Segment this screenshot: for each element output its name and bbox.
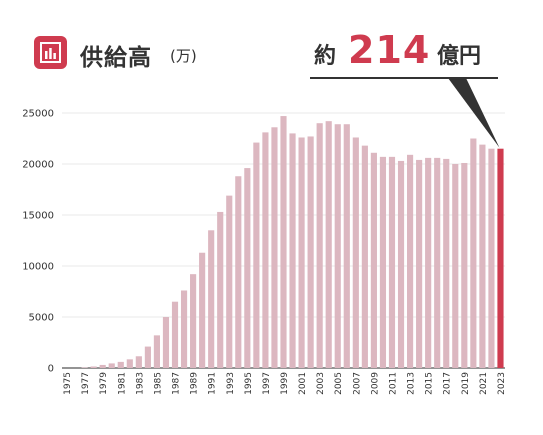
x-tick-label: 2009 [370,372,380,395]
callout-suffix: 億円 [437,44,482,69]
bar-2006 [343,124,350,368]
x-tick-label: 2021 [479,372,489,395]
bar-1979 [99,364,106,368]
x-tick-label: 1975 [63,372,73,395]
x-tick-label: 2013 [407,372,417,395]
bar-1993 [226,195,233,368]
x-tick-label: 1997 [262,372,272,395]
bar-1997 [262,132,269,368]
bar-2018 [452,164,459,368]
bar-1994 [235,176,242,368]
bar-1982 [126,359,133,368]
bar-2019 [461,162,468,368]
bar-1990 [199,252,206,368]
bar-2001 [298,137,305,368]
x-axis-ticks: 1975 1977 1979 1981 1983 1985 1987 1989 1991 1993… [63,372,507,395]
bar-2003 [316,123,323,368]
x-tick-label: 2007 [352,372,362,395]
x-tick-label: 1991 [208,372,218,395]
chart-title: 供給高 [80,45,152,71]
bar-2009 [370,152,377,368]
unit-label: (万) [170,47,197,65]
bar-1998 [271,127,278,368]
callout-underline [310,77,498,79]
x-tick-label: 2017 [443,372,453,395]
bar-2011 [388,156,396,368]
y-tick-label: 5000 [29,313,54,324]
x-tick-label: 1989 [190,372,200,395]
bar-series [81,116,504,368]
x-tick-label: 1977 [81,372,91,395]
bar-1978 [90,366,97,368]
bar-2012 [397,160,405,368]
x-tick-label: 1983 [135,372,145,395]
callout-pointer [448,78,500,148]
bar-1988 [180,290,188,368]
total-callout: 約 214 億円 [310,28,500,76]
x-tick-label: 1987 [172,372,182,395]
bar-1977 [81,367,88,368]
bar-2014 [416,159,423,368]
x-tick-label: 1981 [117,372,127,395]
bar-2021 [479,144,486,368]
bar-2022 [488,148,495,368]
bar-2010 [379,156,387,368]
bar-1989 [190,274,197,368]
bar-2005 [334,124,341,368]
x-tick-label: 2001 [298,372,308,395]
bar-2002 [307,136,314,368]
x-tick-label: 2019 [461,372,471,395]
bar-1991 [208,230,215,368]
bar-1999 [280,116,287,368]
bar-1992 [217,211,224,368]
bar-2023 [497,148,504,368]
bar-2007 [352,137,359,368]
x-tick-label: 2015 [425,372,435,395]
x-tick-label: 1999 [280,372,290,395]
bar-1995 [244,168,251,368]
x-tick-label: 2023 [497,372,507,395]
bar-2015 [425,157,432,368]
bar-2017 [443,158,450,368]
x-tick-label: 2003 [316,372,326,395]
bar-1987 [171,301,179,368]
x-tick-label: 1985 [153,372,163,395]
x-tick-label: 2005 [334,372,344,395]
bar-chart-icon [34,36,67,69]
bar-2008 [361,145,368,368]
bar-2016 [434,157,441,368]
bar-2020 [470,138,477,368]
bar-1981 [117,361,124,368]
y-tick-label: 0 [48,364,54,375]
y-axis-ticks: 0 5000 10000 15000 20000 25000 [22,109,54,375]
x-tick-label: 2011 [388,372,398,395]
x-tick-label: 1995 [244,372,254,395]
y-tick-label: 20000 [22,160,54,171]
bar-2000 [289,133,296,368]
x-tick-label: 1993 [226,372,236,395]
bar-2013 [406,154,414,368]
bar-1986 [162,317,170,368]
bar-1984 [144,346,151,368]
bar-1983 [135,356,142,368]
y-tick-label: 10000 [22,262,54,273]
x-tick-label: 1979 [99,372,109,395]
bar-2004 [325,121,332,368]
bar-1996 [253,142,260,368]
y-tick-label: 15000 [22,211,54,222]
y-tick-label: 25000 [22,109,54,120]
bar-1985 [153,335,161,368]
callout-prefix: 約 [314,44,337,69]
bar-1980 [108,363,115,368]
callout-value: 214 [348,28,431,72]
